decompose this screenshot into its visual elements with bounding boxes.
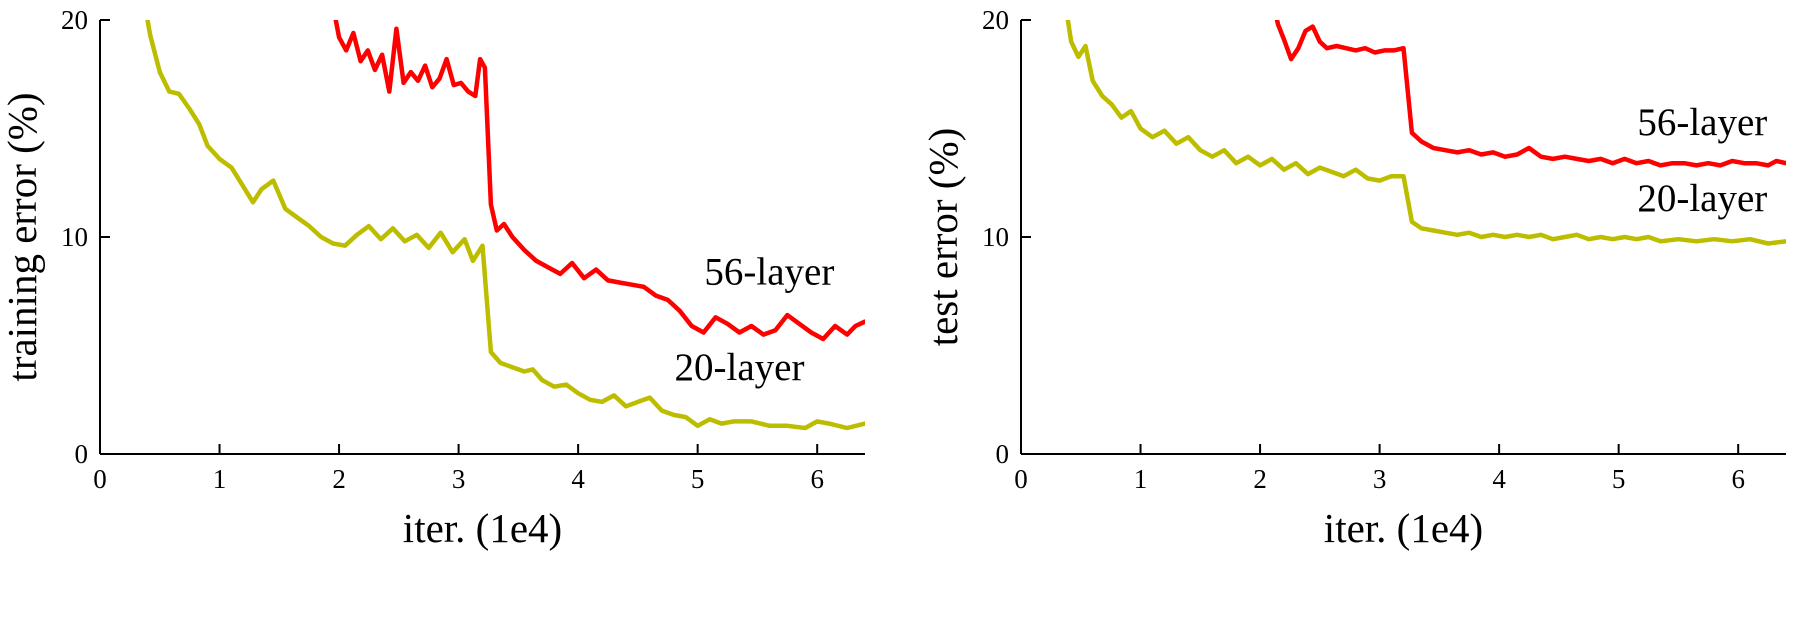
x-axis-label: iter. (1e4) (1324, 505, 1483, 551)
y-axis-label: test error (%) (921, 128, 966, 347)
x-tick-label: 5 (1612, 464, 1626, 494)
y-tick-label: 10 (982, 222, 1009, 252)
y-tick-label: 20 (982, 5, 1009, 35)
x-tick-label: 4 (1492, 464, 1506, 494)
annotation-56-layer: 56-layer (704, 251, 834, 294)
x-tick-label: 0 (93, 464, 107, 494)
y-tick-label: 0 (75, 439, 89, 469)
chart-svg-training-error: 0 1 2 3 4 5 6 0 10 20 56-layer 20-layer iter. (1e4) t… (0, 5, 865, 551)
x-tick-label: 1 (213, 464, 227, 494)
x-tick-label: 0 (1014, 464, 1028, 494)
x-tick-label: 2 (1253, 464, 1267, 494)
x-tick-label: 3 (452, 464, 466, 494)
y-tick-label: 0 (996, 439, 1010, 469)
y-tick-label: 20 (61, 5, 88, 35)
series-line-56-layer (1274, 20, 1786, 168)
training-error-chart: 0 1 2 3 4 5 6 0 10 20 56-layer 20-layer iter. (1e4) t… (0, 0, 890, 614)
y-axis-label: training error (%) (0, 92, 45, 381)
x-axis-label: iter. (1e4) (403, 505, 562, 551)
x-tick-label: 1 (1134, 464, 1148, 494)
x-tick-label: 6 (810, 464, 824, 494)
test-error-chart: 0 1 2 3 4 5 6 0 10 20 56-layer 20-layer iter. (1e4) t… (920, 0, 1811, 614)
x-tick-label: 6 (1731, 464, 1745, 494)
y-tick-label: 10 (61, 222, 88, 252)
x-tick-label: 5 (691, 464, 705, 494)
series-line-20-layer (1065, 20, 1786, 246)
x-tick-label: 3 (1373, 464, 1387, 494)
annotation-20-layer: 20-layer (675, 346, 805, 389)
annotation-56-layer: 56-layer (1637, 101, 1767, 144)
chart-svg-test-error: 0 1 2 3 4 5 6 0 10 20 56-layer 20-layer iter. (1e4) t… (920, 5, 1786, 551)
series-line-56-layer (333, 20, 865, 342)
series-line-20-layer (145, 20, 865, 431)
x-tick-label: 4 (571, 464, 585, 494)
x-tick-label: 2 (332, 464, 346, 494)
annotation-20-layer: 20-layer (1637, 177, 1767, 220)
